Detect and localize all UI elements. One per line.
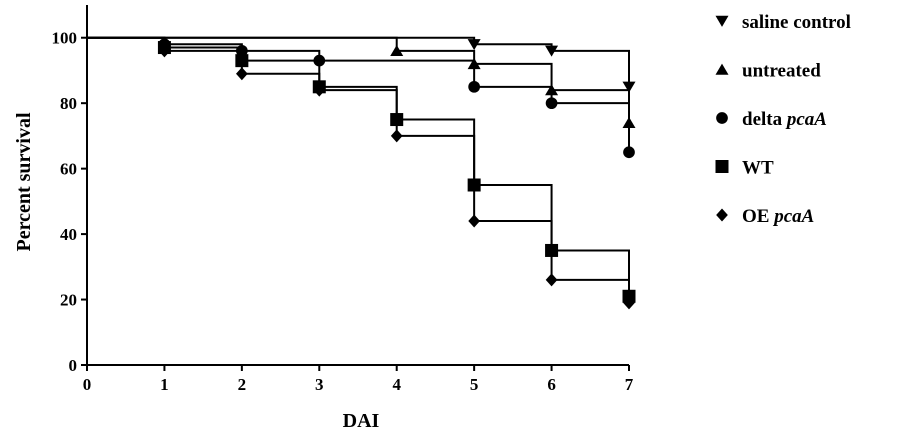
series-line: [87, 36, 630, 303]
x-tick-label: 5: [470, 375, 479, 394]
legend-item-untreated: untreated: [715, 61, 821, 82]
series-layer: [87, 36, 636, 310]
data-point: [623, 146, 635, 159]
data-point: [468, 214, 480, 228]
legend-item-delta-pcaa: delta pcaA: [716, 109, 827, 130]
y-tick-label: 60: [60, 160, 77, 179]
data-point: [545, 273, 558, 287]
axes: 0 1 2 3 4 5 6 7 0 20 40 60 80 100: [52, 5, 634, 394]
data-point: [622, 81, 636, 93]
legend-marker: [715, 63, 729, 75]
legend-label: saline control: [742, 12, 851, 33]
x-tick-label: 3: [315, 375, 324, 394]
legend-label: OE pcaA: [742, 206, 814, 227]
legend-marker: [716, 112, 728, 124]
data-point: [545, 97, 558, 110]
legend-item-oe-pcaa: OE pcaA: [716, 206, 814, 227]
legend-label: WT: [742, 158, 774, 179]
series-saline-control: [87, 36, 636, 93]
legend-label: delta pcaA: [742, 109, 827, 130]
legend-marker: [716, 208, 728, 222]
data-point: [467, 39, 481, 51]
data-point: [390, 129, 403, 143]
data-point: [158, 44, 171, 58]
legend-item-saline-control: saline control: [715, 12, 851, 33]
legend: saline control untreated delta pcaA WT OE pc…: [715, 12, 851, 227]
x-tick-label: 4: [392, 375, 401, 394]
data-point: [236, 67, 248, 81]
y-tick-label: 80: [60, 94, 77, 113]
data-point: [390, 44, 404, 57]
series-line: [87, 36, 630, 297]
y-tick-label: 40: [60, 225, 77, 244]
x-axis-title: DAI: [343, 410, 380, 432]
series-oe-pcaa: [87, 36, 635, 310]
x-tick-label: 6: [547, 375, 556, 394]
x-tick-label: 2: [238, 375, 247, 394]
x-tick-label: 0: [83, 375, 92, 394]
series-wt: [87, 36, 636, 303]
y-axis-title: Percent survival: [13, 112, 35, 251]
y-tick-label: 0: [69, 356, 78, 375]
legend-label: untreated: [742, 61, 821, 82]
data-point: [623, 296, 635, 310]
legend-item-wt: WT: [715, 158, 774, 179]
data-point: [545, 45, 559, 57]
legend-marker: [715, 160, 729, 173]
legend-marker: [715, 15, 729, 27]
x-tick-label: 7: [625, 375, 634, 394]
series-delta-pcaa: [87, 36, 635, 159]
x-tick-label: 1: [160, 375, 169, 394]
y-tick-label: 100: [52, 29, 78, 48]
data-point: [468, 80, 480, 93]
series-line: [87, 36, 630, 87]
y-tick-label: 20: [60, 291, 77, 310]
data-point: [313, 83, 326, 97]
